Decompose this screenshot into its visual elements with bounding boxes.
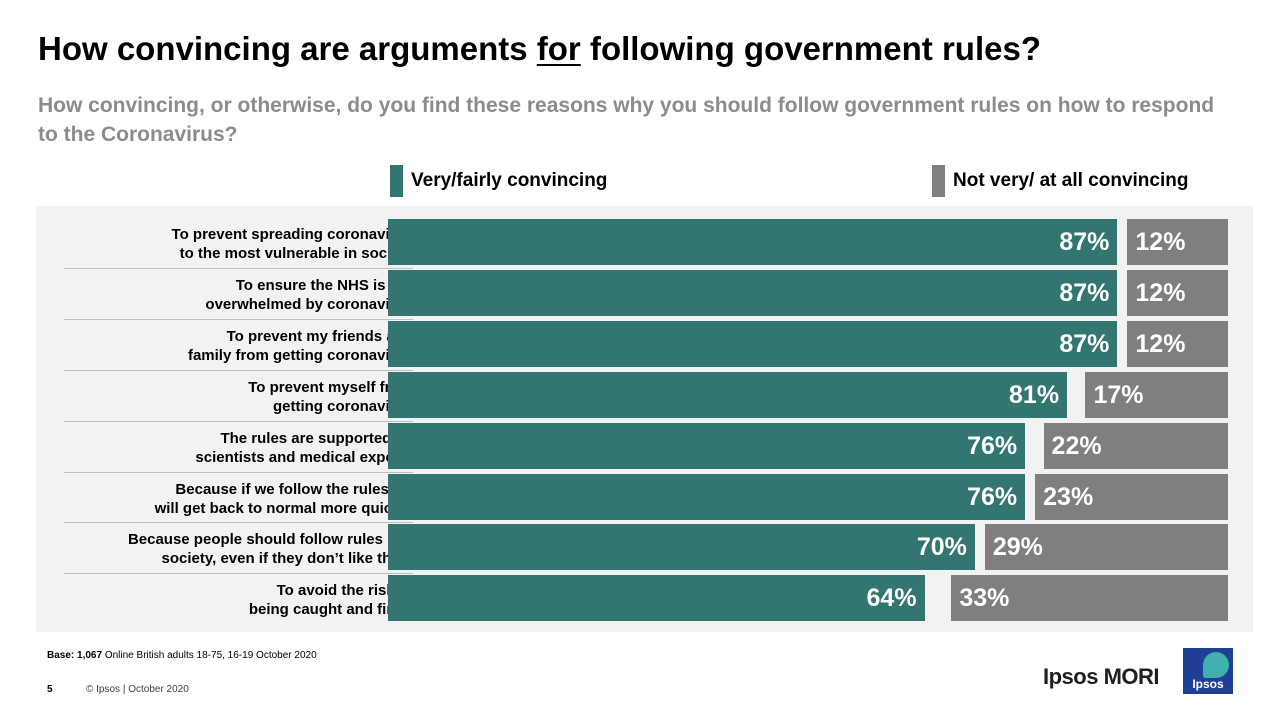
value-label-not-convincing: 12% xyxy=(1135,329,1186,358)
category-label-line: will get back to normal more quickly xyxy=(154,499,413,517)
bar-not-convincing xyxy=(1127,269,1228,316)
bar-convincing xyxy=(388,320,1118,367)
title-text-after: following government rules? xyxy=(589,30,1041,67)
bar-not-convincing xyxy=(1085,371,1228,418)
row-separator xyxy=(64,471,413,473)
category-label-line: getting coronavirus xyxy=(272,397,413,415)
category-label-line: To prevent spreading coronavirus xyxy=(171,226,413,243)
legend-negative-swatch xyxy=(932,165,945,197)
bar-not-convincing xyxy=(1043,422,1228,469)
category-label: The rules are supported by scientists and… xyxy=(64,423,413,473)
value-label-convincing: 76% xyxy=(967,431,1018,460)
chart-panel: To prevent spreading coronavirus to the m… xyxy=(36,206,1253,632)
brand-name: Ipsos MORI xyxy=(1043,664,1160,689)
row-separator xyxy=(64,573,413,575)
bar-convincing xyxy=(388,422,1026,469)
value-label-not-convincing: 12% xyxy=(1135,278,1186,307)
value-label-not-convincing: 22% xyxy=(1051,431,1102,460)
base-label: Base: xyxy=(47,650,75,661)
bar-convincing xyxy=(388,575,925,622)
legend-positive-swatch xyxy=(390,165,403,197)
title-text-before: How convincing are arguments xyxy=(38,30,528,67)
bar-convincing xyxy=(388,219,1118,265)
row-separator xyxy=(64,420,413,422)
category-label: To prevent my friends and family from get… xyxy=(64,321,413,371)
category-label-line: The rules are supported by xyxy=(220,429,413,447)
ipsos-logo-icon: Ipsos xyxy=(1183,648,1233,694)
value-label-not-convincing: 17% xyxy=(1093,380,1144,409)
value-label-convincing: 76% xyxy=(967,482,1018,511)
category-label: To prevent myself from getting coronaviru… xyxy=(64,372,413,422)
category-label-line: To prevent my friends and xyxy=(226,327,413,345)
bar-convincing xyxy=(388,269,1118,316)
bar-not-convincing xyxy=(1127,219,1228,265)
bar-convincing xyxy=(388,524,975,571)
category-label-line: Because people should follow rules in a xyxy=(127,531,413,549)
bar-convincing xyxy=(388,371,1068,418)
page-number: 5 xyxy=(47,684,53,695)
category-label: To ensure the NHS is not overwhelmed by c… xyxy=(64,270,413,320)
value-label-convincing: 87% xyxy=(1059,329,1110,358)
title-text-underlined: for xyxy=(536,30,581,67)
category-label-line: To prevent myself from xyxy=(248,378,413,396)
page-subtitle: How convincing, or otherwise, do you fin… xyxy=(38,94,1215,146)
bar-not-convincing xyxy=(984,524,1228,571)
category-label-line: overwhelmed by coronavirus xyxy=(205,295,413,313)
value-label-not-convincing: 33% xyxy=(959,584,1010,613)
value-label-not-convincing: 23% xyxy=(1043,482,1094,511)
category-label: Because if we follow the rules we will ge… xyxy=(64,474,413,524)
value-label-convincing: 81% xyxy=(1009,380,1060,409)
legend-positive-label: Very/fairly convincing xyxy=(411,170,608,191)
base-count: 1,067 xyxy=(77,650,103,661)
legend-negative: Not very/ at all convincing xyxy=(932,165,1188,197)
bar-not-convincing xyxy=(951,575,1228,622)
category-label-line: Because if we follow the rules we xyxy=(175,480,413,498)
bar-not-convincing xyxy=(1035,473,1228,520)
legend-negative-label: Not very/ at all convincing xyxy=(953,170,1189,191)
bar-not-convincing xyxy=(1127,320,1228,367)
base-text: Online British adults 18-75, 16-19 Octob… xyxy=(102,650,317,661)
category-label-line: to the most vulnerable in society xyxy=(179,245,413,262)
value-label-convincing: 87% xyxy=(1059,278,1110,307)
value-label-convincing: 87% xyxy=(1059,228,1110,256)
bar-convincing xyxy=(388,473,1026,520)
row-separator xyxy=(64,369,413,371)
copyright-text: © Ipsos | October 2020 xyxy=(86,684,189,695)
value-label-not-convincing: 12% xyxy=(1135,228,1186,256)
category-label-line: scientists and medical experts xyxy=(195,448,413,466)
row-separator xyxy=(64,522,413,524)
category-label-line: being caught and fined xyxy=(248,601,413,619)
value-label-convincing: 70% xyxy=(916,533,967,562)
legend-positive: Very/fairly convincing xyxy=(390,165,607,197)
category-label: To prevent spreading coronavirus to the m… xyxy=(64,219,413,269)
category-label-line: society, even if they don’t like them xyxy=(161,550,413,568)
logo-teal-shape xyxy=(1203,652,1229,678)
row-separator xyxy=(64,267,413,269)
value-label-convincing: 64% xyxy=(866,584,917,613)
category-label: To avoid the risk of being caught and fin… xyxy=(64,575,413,625)
category-label-line: To ensure the NHS is not xyxy=(235,276,413,294)
page-title: How convincing are arguments for followi… xyxy=(38,30,1258,68)
category-label-line: family from getting coronavirus xyxy=(187,346,413,364)
logo-word: Ipsos xyxy=(1192,677,1224,691)
base-footnote: Base: 1,067 Online British adults 18-75,… xyxy=(47,650,317,661)
row-separator xyxy=(64,318,413,320)
category-label-line: To avoid the risk of xyxy=(276,582,413,600)
value-label-not-convincing: 29% xyxy=(992,533,1043,562)
